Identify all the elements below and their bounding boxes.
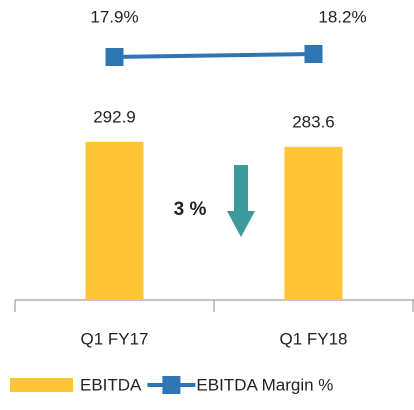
- down-arrow: [227, 165, 255, 237]
- data-label: 292.9: [93, 107, 136, 126]
- data-label: 283.6: [292, 112, 335, 131]
- bar: [284, 146, 343, 300]
- legend-swatch: [10, 378, 73, 392]
- legend-label: EBITDA Margin %: [196, 375, 333, 394]
- legend-swatch: [162, 376, 181, 394]
- x-tick-label: Q1 FY18: [279, 329, 347, 348]
- line: [114, 52, 314, 59]
- x-tick-label: Q1 FY17: [80, 329, 148, 348]
- bar: [85, 141, 144, 300]
- data-label: 17.9%: [90, 7, 138, 26]
- marker: [304, 45, 323, 63]
- annotation: 3 %: [174, 199, 207, 220]
- legend-label: EBITDA: [80, 375, 142, 394]
- data-label: 18.2%: [318, 7, 366, 26]
- marker: [105, 48, 124, 66]
